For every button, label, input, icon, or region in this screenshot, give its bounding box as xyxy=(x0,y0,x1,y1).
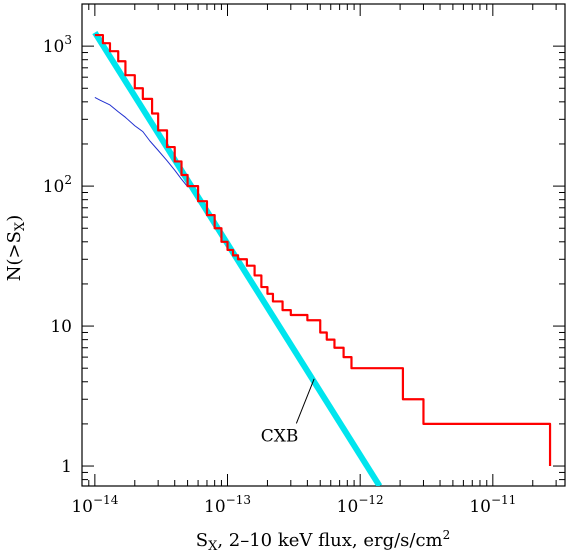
y-axis-title: N(>SX) xyxy=(4,215,28,281)
x-axis-title: SX, 2–10 keV flux, erg/s/cm2 xyxy=(196,528,451,554)
x-tick-label: 10−12 xyxy=(337,493,384,517)
x-tick-label: 10−11 xyxy=(469,493,516,517)
series-1-line xyxy=(94,96,188,188)
series-2-line xyxy=(94,33,552,467)
cxb-label: CXB xyxy=(261,426,299,446)
x-tick-label: 10−14 xyxy=(71,493,118,517)
y-tick-label: 10 xyxy=(50,317,72,337)
y-tick-label: 103 xyxy=(43,33,72,57)
plot-frame xyxy=(81,3,566,487)
series-layer xyxy=(92,30,552,486)
x-tick-label: 10−13 xyxy=(204,493,251,517)
y-tick-label: 1 xyxy=(61,457,72,477)
axis-ticks: 10−14 10−13 10−12 10−11 1 10 102 103 xyxy=(43,3,565,517)
cxb-leader-line xyxy=(295,378,315,424)
annotation-layer: CXB xyxy=(261,378,315,446)
y-tick-label: 102 xyxy=(43,173,72,197)
